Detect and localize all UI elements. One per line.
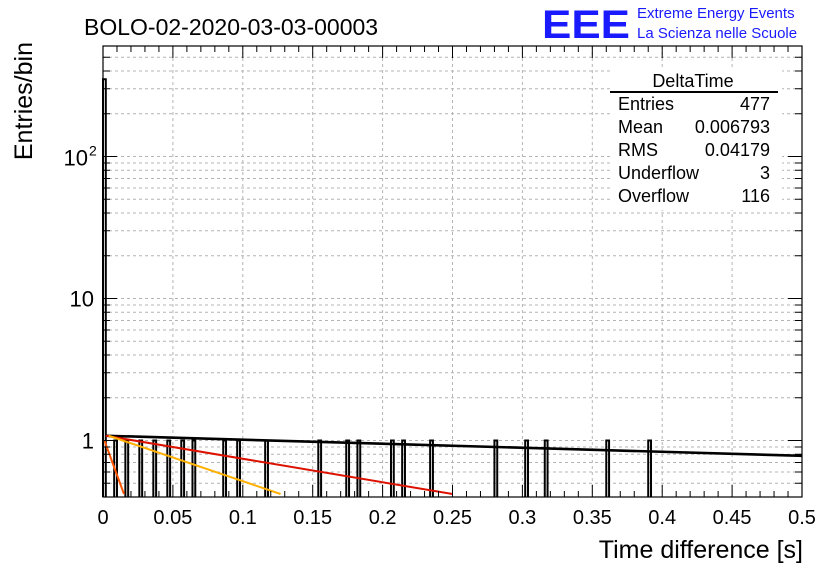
x-tick-label: 0.05 (153, 507, 192, 529)
logo-line-1: Extreme Energy Events (637, 5, 795, 22)
histogram-bin (166, 439, 172, 497)
histogram-bin (345, 439, 351, 497)
x-tick-label: 0.45 (713, 507, 752, 529)
x-tick-label: 0.1 (229, 507, 257, 529)
histogram-bin (389, 439, 395, 497)
fit-curve (103, 440, 125, 495)
fit-curve (108, 434, 281, 495)
fit-curve (105, 434, 803, 458)
stats-row-label: RMS (618, 140, 658, 160)
fit-curves (103, 434, 803, 495)
histogram-bin (401, 439, 406, 497)
histogram-bin (429, 439, 434, 497)
histogram-bin (543, 439, 549, 497)
x-tick-label: 0.2 (369, 507, 397, 529)
histogram-bin (647, 439, 653, 497)
y-tick-label-exponent: 2 (89, 142, 97, 158)
x-axis-title: Time difference [s] (599, 536, 803, 564)
histogram-bin (524, 439, 529, 497)
x-tick-label: 0.15 (293, 507, 332, 529)
histogram-bin (222, 439, 228, 497)
stats-row-value: 116 (741, 186, 770, 206)
y-axis-title: Entries/bin (10, 42, 38, 160)
y-tick-label: 10 (64, 145, 88, 170)
histogram-bin (138, 439, 144, 497)
x-tick-label: 0.3 (508, 507, 536, 529)
x-tick-label: 0.35 (573, 507, 612, 529)
plot-frame (102, 45, 803, 498)
histogram-bin (356, 439, 362, 497)
stats-box: DeltaTime Entries 477 Mean 0.006793 RMS 0.041… (610, 70, 782, 210)
histogram-bin (152, 439, 158, 497)
y-tick-label: 10 (70, 286, 94, 311)
x-tick-label: 0.25 (433, 507, 472, 529)
stats-row-value: 0.04179 (705, 140, 770, 160)
histogram-bin (493, 439, 499, 497)
histogram-bin (317, 439, 323, 497)
stats-row-label: Overflow (618, 186, 690, 206)
x-tick-label: 0.5 (788, 507, 816, 529)
stats-row-label: Mean (618, 117, 663, 137)
stats-row-value: 477 (740, 94, 770, 114)
stats-row-value: 0.006793 (695, 117, 770, 137)
run-title: BOLO-02-2020-03-03-00003 (84, 14, 378, 40)
y-tick-label: 1 (82, 428, 94, 453)
logo-line-2: La Scienza nelle Scuole (637, 25, 797, 42)
histogram-bin (124, 439, 130, 497)
stats-row-label: Entries (618, 94, 674, 114)
axis-ticks (102, 45, 803, 498)
histogram-bars (102, 78, 653, 497)
histogram-bin (605, 439, 611, 497)
stats-title: DeltaTime (652, 71, 733, 91)
stats-row-value: 3 (760, 163, 770, 183)
tick-labels: 0 0.05 0.1 0.15 0.2 0.25 0.3 0.35 0.4 0.45 0.5 1 10 1… (64, 142, 816, 529)
eee-logo: EEE (542, 3, 630, 47)
histogram-bin (191, 439, 197, 497)
x-tick-label: 0.4 (648, 507, 676, 529)
fit-curve (105, 434, 453, 495)
x-tick-label: 0 (97, 507, 108, 529)
histogram-bin (236, 439, 242, 497)
histogram-bin (180, 439, 186, 497)
stats-row-label: Underflow (618, 163, 700, 183)
